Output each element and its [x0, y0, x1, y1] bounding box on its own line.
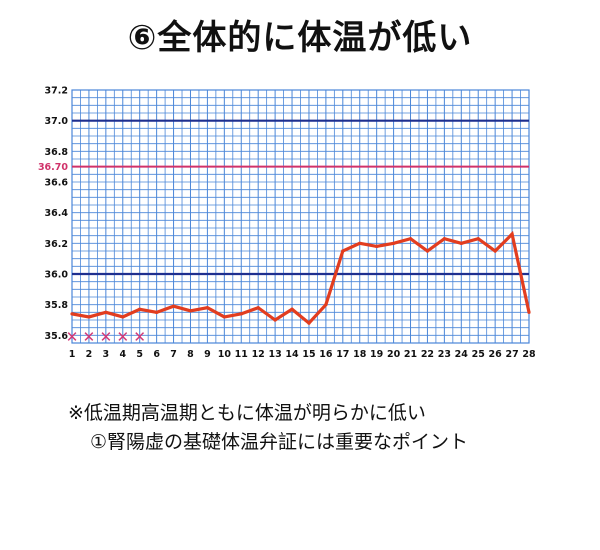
temperature-point	[324, 303, 328, 307]
y-tick-label: 35.6	[45, 331, 69, 342]
temperature-point	[527, 310, 531, 314]
cross-marker: ✕	[66, 328, 79, 346]
y-tick-label: 36.2	[45, 239, 68, 250]
x-tick-label: 5	[136, 349, 143, 360]
y-tick-label: 36.8	[45, 147, 69, 158]
x-tick-label: 13	[268, 349, 281, 360]
temperature-point	[70, 312, 74, 316]
x-tick-label: 12	[252, 349, 265, 360]
x-tick-label: 21	[404, 349, 417, 360]
x-tick-label: 7	[170, 349, 177, 360]
note-line-1: ※低温期高温期ともに体温が明らかに低い	[68, 402, 426, 424]
temperature-point	[442, 237, 446, 241]
x-tick-label: 3	[103, 349, 110, 360]
x-tick-label: 17	[336, 349, 349, 360]
x-tick-label: 16	[319, 349, 333, 360]
temperature-point	[341, 249, 345, 253]
temperature-series-line	[71, 230, 531, 326]
x-tick-label: 11	[235, 349, 248, 360]
temperature-point	[510, 232, 514, 236]
y-tick-label: 37.0	[45, 116, 69, 127]
temperature-point	[171, 304, 176, 308]
x-tick-label: 25	[472, 349, 485, 360]
note-line-2: ①腎陽虚の基礎体温弁証には重要なポイント	[90, 431, 469, 453]
x-tick-label: 18	[353, 349, 367, 360]
cross-marker: ✕	[100, 328, 113, 346]
x-tick-label: 4	[119, 349, 126, 360]
x-tick-label: 1	[69, 349, 76, 360]
x-tick-label: 15	[302, 349, 315, 360]
y-tick-label: 36.70	[38, 162, 68, 173]
cross-marker: ✕	[116, 328, 129, 346]
y-tick-label: 36.6	[45, 178, 69, 189]
temperature-point	[408, 237, 413, 241]
temperature-point	[188, 309, 193, 313]
temperature-point	[391, 241, 396, 245]
temperature-point	[222, 315, 226, 319]
x-tick-label: 8	[187, 349, 194, 360]
x-tick-label: 22	[421, 349, 434, 360]
x-tick-label: 28	[522, 349, 536, 360]
x-tick-label: 26	[489, 349, 503, 360]
y-tick-label: 37.2	[45, 86, 68, 97]
x-tick-label: 24	[455, 349, 469, 360]
x-tick-label: 6	[153, 349, 160, 360]
temperature-point	[425, 249, 430, 253]
temperature-point	[256, 306, 260, 310]
temperature-point	[375, 244, 379, 248]
x-tick-label: 23	[438, 349, 451, 360]
temperature-point	[459, 241, 463, 245]
temperature-point	[239, 312, 243, 316]
y-tick-label: 35.8	[45, 300, 69, 311]
cross-marker: ✕	[133, 328, 146, 346]
temperature-point	[476, 237, 480, 241]
temperature-point	[104, 310, 108, 314]
temperature-point	[358, 241, 362, 245]
cross-marker: ✕	[83, 328, 96, 346]
temperature-point	[290, 307, 294, 311]
temperature-point	[138, 307, 142, 311]
temperature-point	[121, 315, 125, 319]
y-tick-label: 36.4	[45, 208, 69, 219]
x-tick-label: 14	[285, 349, 299, 360]
x-tick-label: 2	[86, 349, 93, 360]
temperature-point	[307, 321, 311, 325]
x-tick-label: 19	[370, 349, 383, 360]
y-tick-label: 36.0	[45, 270, 69, 281]
x-tick-label: 9	[204, 349, 211, 360]
temperature-point	[87, 315, 91, 319]
x-tick-label: 27	[505, 349, 518, 360]
x-tick-label: 10	[218, 349, 232, 360]
page-title: ⑥全体的に体温が低い	[127, 18, 473, 58]
x-tick-label: 20	[387, 349, 401, 360]
temperature-point	[205, 306, 210, 310]
temperature-point	[493, 249, 497, 253]
temperature-point	[155, 310, 159, 314]
temperature-point	[273, 318, 277, 322]
